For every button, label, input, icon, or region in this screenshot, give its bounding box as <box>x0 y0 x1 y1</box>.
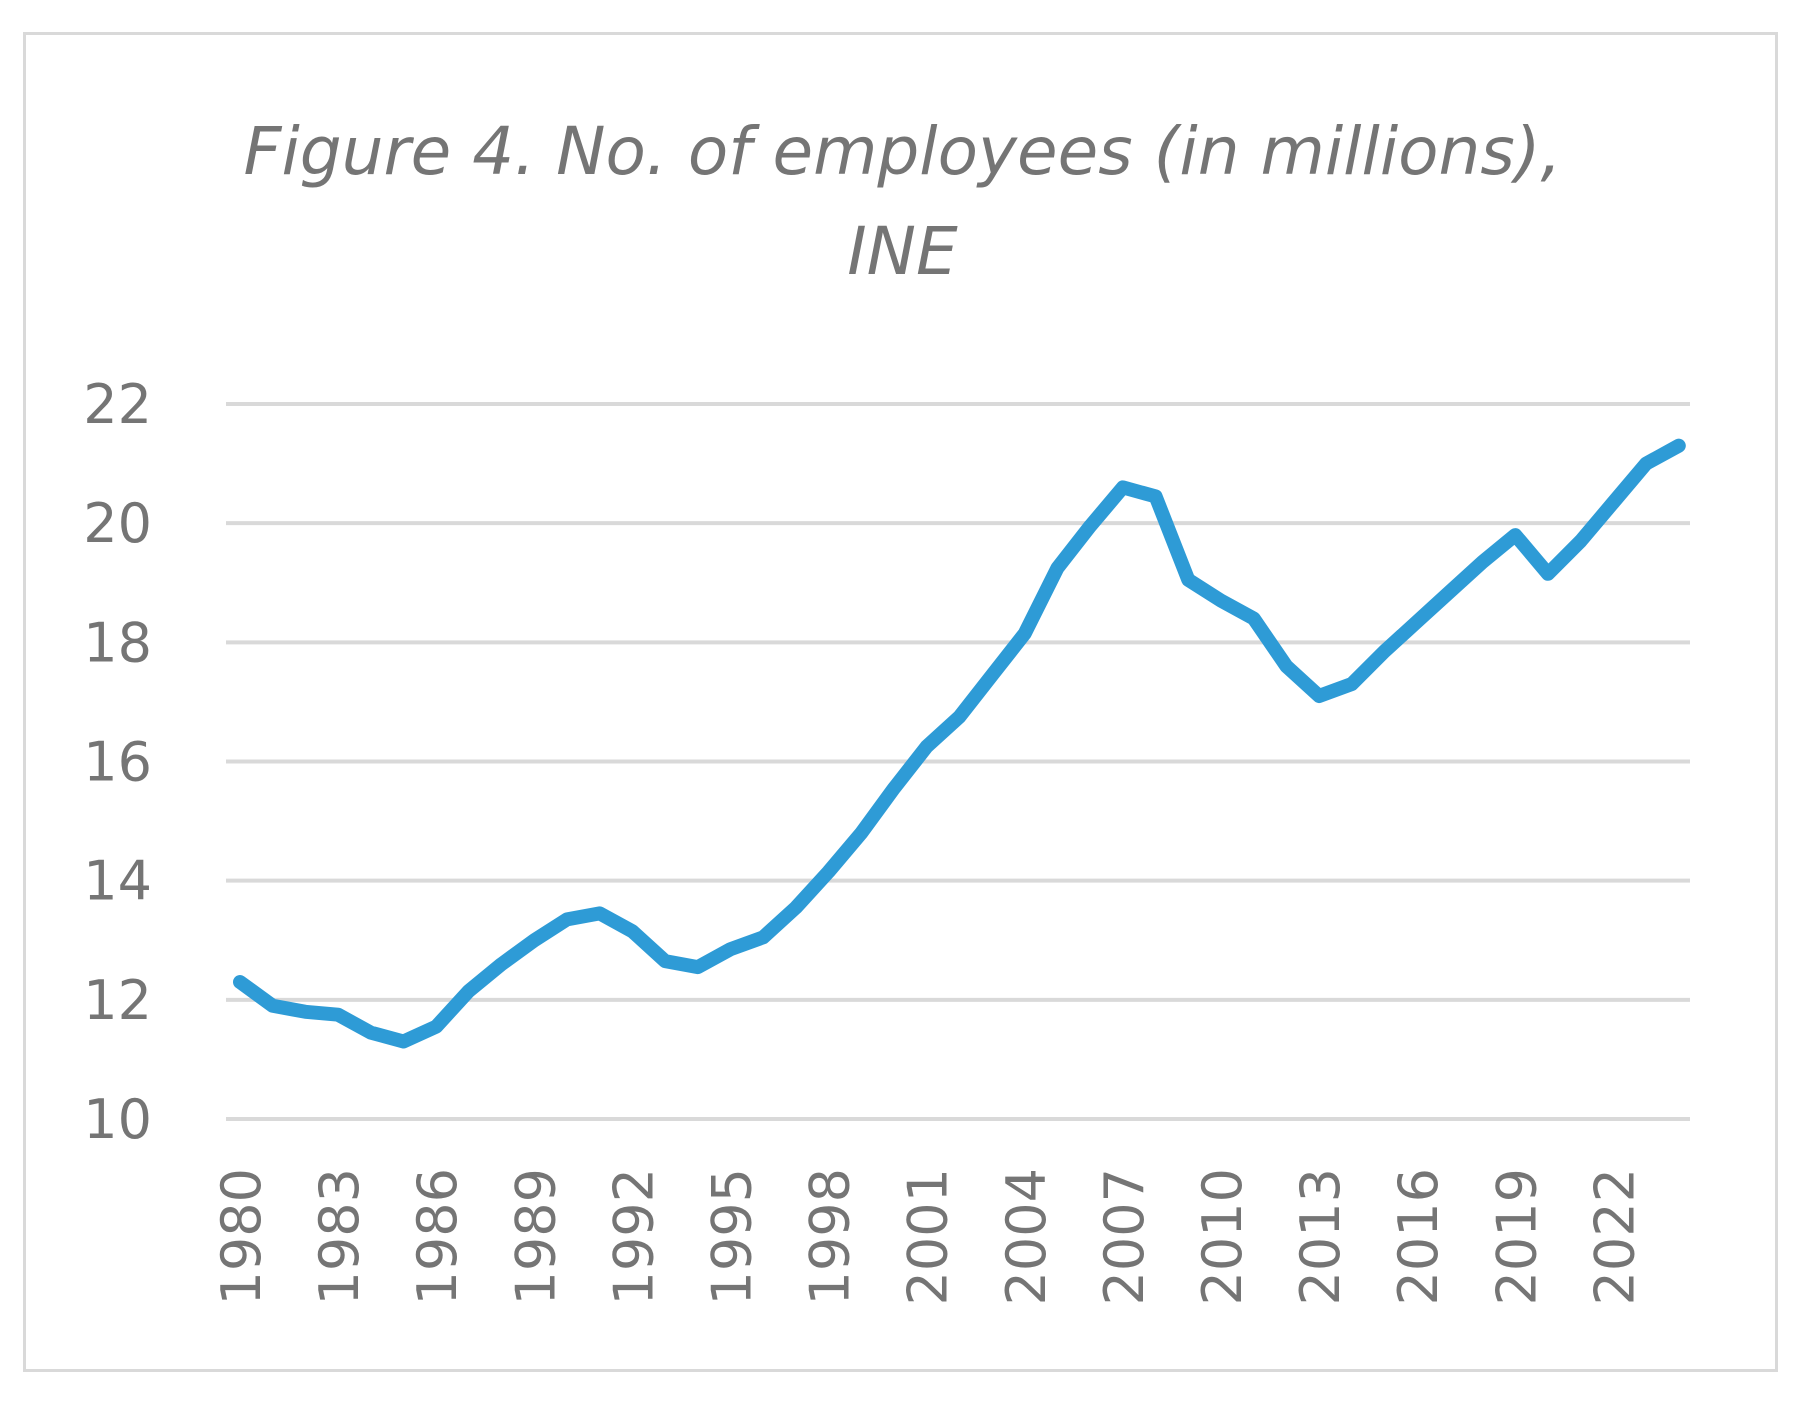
chart-frame <box>23 32 1778 1372</box>
x-tick-label: 1992 <box>602 1168 665 1305</box>
x-tick-label: 1995 <box>701 1168 764 1305</box>
x-tick-label: 1986 <box>406 1168 469 1305</box>
y-tick-label: 20 <box>83 492 152 555</box>
y-tick-label: 10 <box>83 1088 152 1151</box>
series-line <box>233 438 1686 1049</box>
x-tick-label: 2010 <box>1191 1168 1254 1305</box>
x-tick-label: 1980 <box>210 1168 273 1305</box>
y-tick-label: 12 <box>83 969 152 1032</box>
x-tick-label: 1998 <box>799 1168 862 1305</box>
y-tick-label: 18 <box>83 611 152 674</box>
y-tick-label: 16 <box>83 731 152 794</box>
x-tick-label: 2004 <box>995 1168 1058 1305</box>
x-tick-label: 2022 <box>1583 1168 1646 1305</box>
x-tick-label: 2019 <box>1485 1168 1548 1305</box>
y-tick-label: 22 <box>83 373 152 436</box>
x-tick-label: 2013 <box>1289 1168 1352 1305</box>
y-tick-label: 14 <box>83 850 152 913</box>
x-tick-label: 2016 <box>1387 1168 1450 1305</box>
x-tick-label: 1983 <box>308 1168 371 1305</box>
x-tick-label: 2007 <box>1093 1168 1156 1305</box>
x-tick-label: 1989 <box>504 1168 567 1305</box>
x-tick-label: 2001 <box>897 1168 960 1305</box>
chart-title: Figure 4. No. of employees (in millions)… <box>243 113 1562 290</box>
